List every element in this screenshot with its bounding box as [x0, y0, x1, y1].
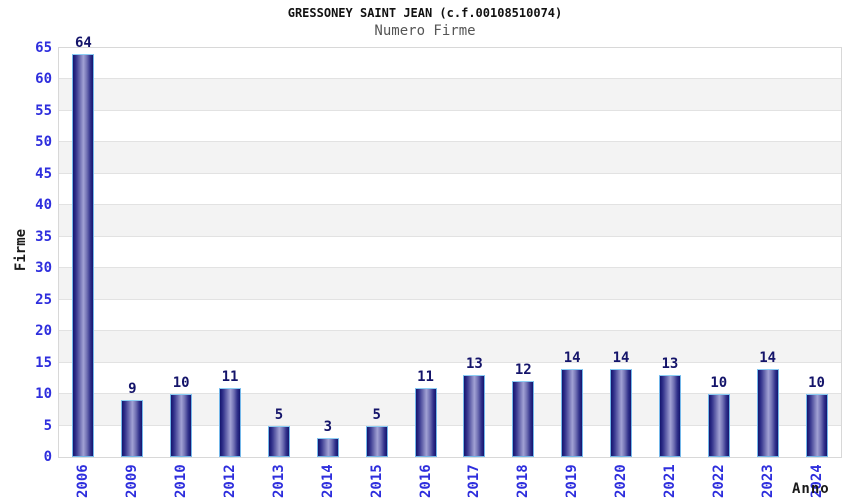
- y-tick-label: 20: [35, 323, 52, 340]
- bar-2016: [414, 388, 437, 457]
- x-tick-label-2019: 2019: [564, 464, 581, 498]
- x-tick-label-2012: 2012: [222, 464, 239, 498]
- plot-band: [59, 268, 841, 300]
- plot-band: [59, 142, 841, 174]
- bar-value-label: 5: [372, 407, 381, 423]
- x-tick-label-2014: 2014: [319, 464, 336, 498]
- plot-band: [59, 362, 841, 395]
- x-tick-label-2017: 2017: [466, 464, 483, 498]
- bar-2010: [170, 394, 193, 457]
- bar-value-label: 13: [661, 356, 679, 372]
- x-tick-label-2006: 2006: [75, 464, 92, 498]
- gridline: [59, 330, 841, 331]
- bar-value-label: 10: [710, 375, 728, 391]
- gridline: [59, 173, 841, 174]
- plot-area: 64 9 10 11 5 3 5 11 13 12 14 14 13 10 14 10: [58, 35, 842, 458]
- bar-value-label: 10: [172, 375, 190, 391]
- x-tick-label-2016: 2016: [417, 464, 434, 498]
- bar-2006: [72, 54, 95, 457]
- y-tick-label: 25: [35, 291, 52, 308]
- y-tick-label: 0: [43, 449, 52, 465]
- x-tick-label-2013: 2013: [270, 464, 287, 498]
- x-tick-label-2022: 2022: [710, 464, 727, 498]
- bar-2022: [707, 394, 730, 457]
- y-tick-label: 10: [35, 386, 52, 403]
- gridline: [59, 78, 841, 79]
- plot-band: [59, 110, 841, 143]
- bar-value-label: 11: [221, 369, 239, 385]
- gridline: [59, 110, 841, 111]
- y-tick-label: 35: [35, 228, 52, 245]
- bar-2009: [121, 400, 144, 457]
- bar-2012: [219, 388, 242, 457]
- y-tick-label: 50: [35, 134, 52, 151]
- gridline: [59, 204, 841, 205]
- y-tick-label: 45: [35, 165, 52, 182]
- y-tick-label: 60: [35, 71, 52, 88]
- bar-value-label: 3: [323, 419, 333, 435]
- x-tick-label-2020: 2020: [613, 464, 630, 498]
- chart-subtitle: Numero Firme: [374, 23, 476, 39]
- x-tick-label-2015: 2015: [368, 464, 385, 498]
- x-tick-label-2010: 2010: [173, 464, 190, 498]
- y-tick-label: 55: [35, 102, 52, 119]
- bar-2021: [658, 375, 681, 457]
- bar-2013: [267, 426, 290, 457]
- x-tick-label-2023: 2023: [759, 464, 776, 498]
- bar-2017: [463, 375, 486, 457]
- y-tick-label: 15: [35, 354, 52, 371]
- plot-band: [59, 331, 841, 363]
- bar-value-label: 64: [75, 35, 92, 51]
- y-tick-label: 65: [35, 40, 52, 56]
- gridline: [59, 362, 841, 363]
- bar-2014: [316, 438, 339, 457]
- bar-value-label: 10: [808, 375, 825, 391]
- bar-2024: [805, 394, 828, 457]
- y-tick-label: 5: [43, 417, 52, 434]
- gridline: [59, 267, 841, 268]
- bar-2015: [365, 426, 388, 457]
- bar-value-label: 14: [612, 350, 630, 366]
- bar-2020: [610, 369, 633, 457]
- bar-value-label: 12: [514, 362, 532, 378]
- bar-2023: [756, 369, 779, 457]
- gridline: [59, 141, 841, 142]
- x-tick-label-2018: 2018: [515, 464, 532, 498]
- x-tick-label-2021: 2021: [661, 464, 678, 498]
- bar-value-label: 14: [759, 350, 777, 366]
- y-tick-label: 30: [35, 260, 52, 277]
- chart-title: GRESSONEY SAINT JEAN (c.f.00108510074): [287, 6, 563, 20]
- y-tick-label: 40: [35, 197, 52, 214]
- bar-value-label: 11: [417, 369, 434, 385]
- gridline: [59, 299, 841, 300]
- plot-band: [59, 236, 841, 269]
- bar-2019: [561, 369, 584, 457]
- plot-band: [59, 205, 841, 237]
- bar-value-label: 14: [563, 350, 581, 366]
- bar-2018: [512, 381, 535, 457]
- gridline: [59, 393, 841, 394]
- plot-band: [59, 299, 841, 332]
- plot-band: [59, 173, 841, 206]
- x-tick-label-2009: 2009: [124, 464, 141, 498]
- x-axis-label: Anno: [792, 481, 830, 497]
- bar-value-label: 5: [274, 407, 284, 423]
- bar-value-label: 9: [128, 381, 137, 397]
- plot-band: [59, 48, 841, 80]
- gridline: [59, 425, 841, 426]
- gridline: [59, 236, 841, 237]
- plot-band: [59, 79, 841, 111]
- bar-value-label: 13: [466, 356, 483, 372]
